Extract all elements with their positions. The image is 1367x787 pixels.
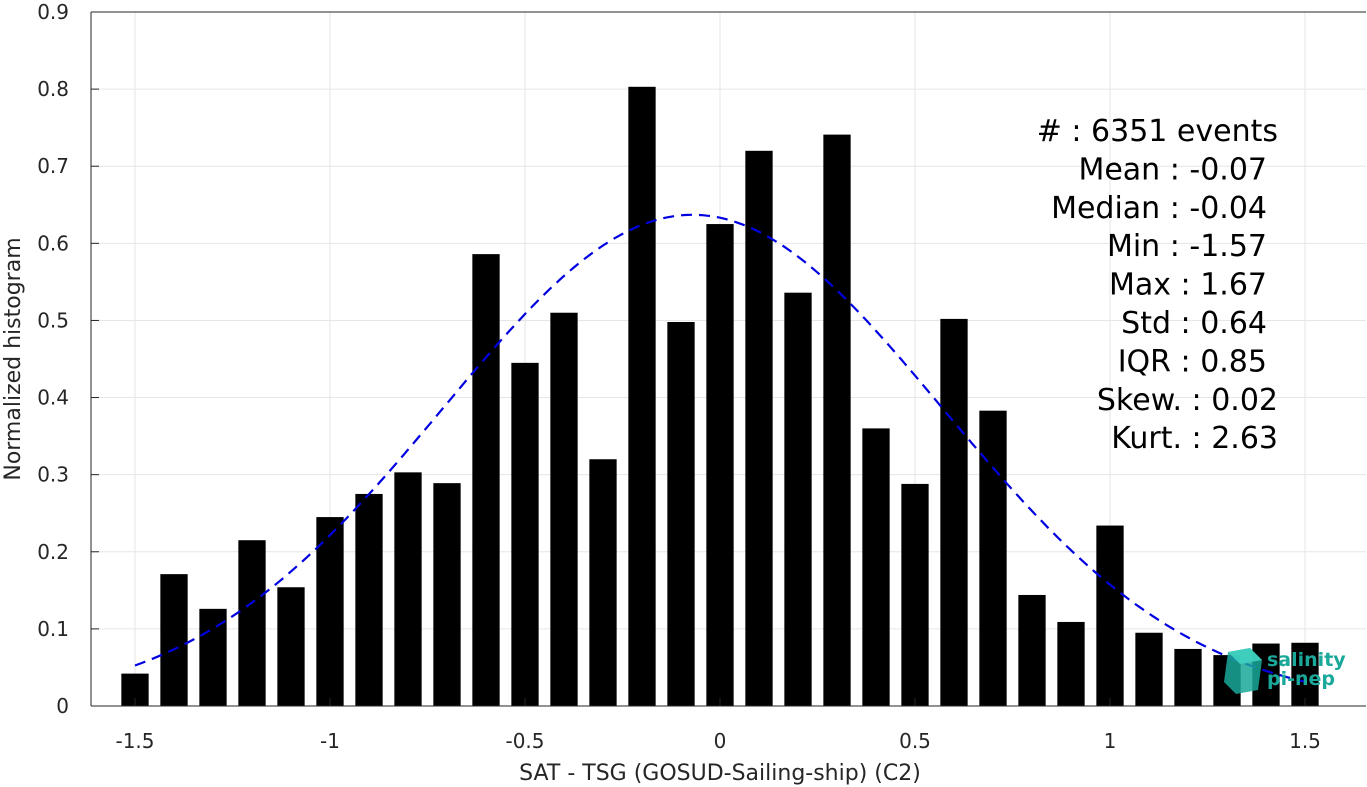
x-tick-label: 0.5 (899, 729, 931, 753)
histogram-bar (823, 134, 851, 706)
y-tick-labels: 0 0.1 0.2 0.3 0.4 0.5 0.6 0.7 0.8 0.9 (37, 0, 99, 718)
y-axis-label: Normalized histogram (1, 237, 26, 480)
histogram-bar (199, 608, 227, 706)
y-tick-label: 0.8 (37, 77, 69, 101)
histogram-bar (1135, 632, 1163, 706)
histogram-bar (1018, 594, 1046, 706)
histogram-bar (784, 292, 812, 706)
stat-line: Max : 1.67 (1109, 268, 1267, 303)
x-tick-labels: -1.5 -1 -0.5 0 0.5 1 1.5 (115, 698, 1321, 753)
histogram-bar (316, 517, 344, 706)
histogram-bar (160, 574, 188, 706)
x-tick-label: 1.5 (1289, 729, 1321, 753)
histogram-bar (550, 312, 578, 706)
histogram-bar (667, 321, 695, 706)
histogram-bars (121, 86, 1319, 707)
y-tick-label: 0.2 (37, 540, 69, 564)
x-tick-label: 1 (1104, 729, 1117, 753)
histogram-bar (355, 493, 383, 706)
stat-line: Min : -1.57 (1107, 229, 1267, 264)
logo-text-line1: salinity (1267, 649, 1346, 671)
histogram-bar (862, 428, 890, 706)
y-tick-label: 0.9 (37, 0, 69, 24)
histogram-bar (238, 540, 266, 706)
stat-line: Mean : -0.07 (1078, 152, 1267, 187)
histogram-bar (628, 86, 656, 706)
histogram-bar (1096, 525, 1124, 706)
histogram-bar (511, 362, 539, 706)
axes (90, 11, 1366, 707)
x-tick-label: -1 (320, 729, 340, 753)
histogram-bar (472, 254, 500, 706)
y-tick-label: 0 (56, 694, 69, 718)
histogram-bar (1057, 621, 1085, 706)
x-tick-label: -1.5 (115, 729, 154, 753)
histogram-bar (394, 472, 422, 706)
x-tick-label: -0.5 (505, 729, 544, 753)
x-axis-label: SAT - TSG (GOSUD-Sailing-ship) (C2) (519, 761, 921, 786)
stat-line: # : 6351 events (1037, 114, 1278, 149)
stat-line: Kurt. : 2.63 (1111, 421, 1278, 456)
y-tick-label: 0.6 (37, 231, 69, 255)
stat-line: Median : -0.04 (1051, 191, 1267, 226)
y-tick-label: 0.7 (37, 154, 69, 178)
histogram-bar (433, 483, 461, 706)
histogram-bar (1291, 642, 1319, 706)
histogram-bar (979, 410, 1007, 706)
histogram-bar (589, 459, 617, 706)
histogram-bar (1174, 648, 1202, 706)
y-tick-label: 0.5 (37, 308, 69, 332)
y-tick-label: 0.1 (37, 617, 69, 641)
salinity-pimep-logo: salinity pi-nep (1224, 648, 1346, 694)
histogram-bar (745, 150, 773, 707)
histogram-bar (901, 483, 929, 706)
y-tick-label: 0.4 (37, 386, 69, 410)
y-tick-label: 0.3 (37, 463, 69, 487)
gaussian-fit-curve (134, 213, 1306, 683)
histogram-bar (706, 224, 734, 707)
stat-line: Skew. : 0.02 (1097, 383, 1278, 418)
x-tick-label: 0 (714, 729, 727, 753)
logo-text-line2: pi-nep (1267, 668, 1335, 690)
stat-line: IQR : 0.85 (1118, 344, 1267, 379)
stat-line: Std : 0.64 (1121, 306, 1267, 341)
histogram-bar (940, 318, 968, 706)
histogram-bar (277, 587, 305, 706)
